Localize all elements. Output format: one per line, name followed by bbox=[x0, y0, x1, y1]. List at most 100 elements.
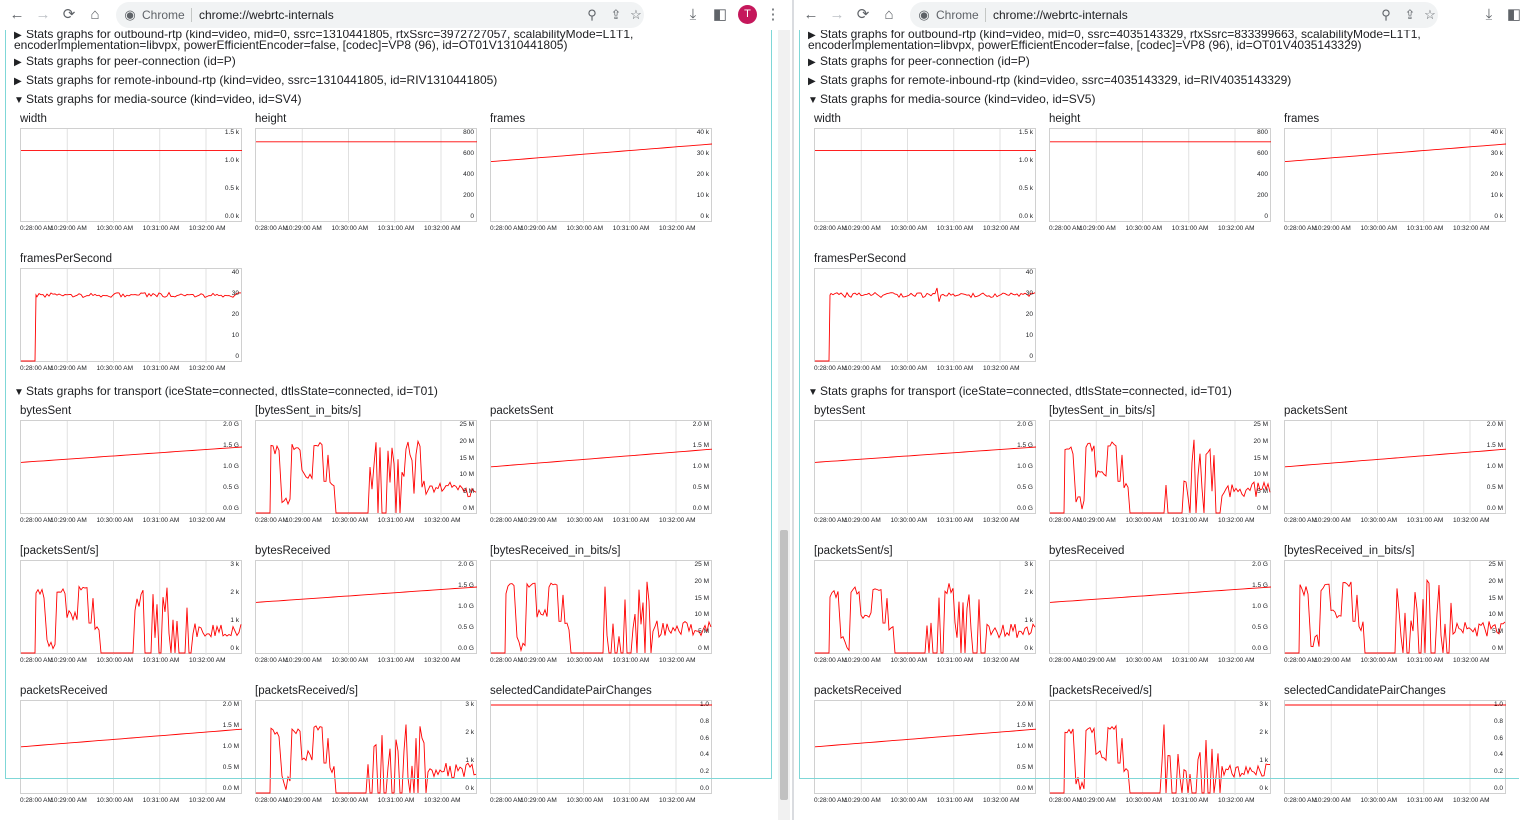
section-transport-label: Stats graphs for transport (iceState=con… bbox=[820, 384, 1232, 398]
menu-kebab-icon[interactable]: ⋮ bbox=[765, 6, 781, 23]
y-tick-label: 0.5 G bbox=[1252, 624, 1268, 631]
section-peer-connection[interactable]: ▶ Stats graphs for peer-connection (id=P) bbox=[14, 55, 236, 69]
x-tick-label: 0:28:00 AM bbox=[1049, 797, 1082, 804]
series-line bbox=[255, 586, 478, 603]
graph-canvas bbox=[1285, 561, 1506, 655]
disclosure-triangle-icon[interactable]: ▶ bbox=[14, 30, 22, 41]
x-tick-label: 10:29:00 AM bbox=[1314, 797, 1351, 804]
section-outbound-rtp-cont[interactable]: encoderImplementation=libvpx, powerEffic… bbox=[808, 39, 1361, 52]
bookmark-star-icon[interactable]: ☆ bbox=[630, 7, 642, 22]
graph-title: packetsSent bbox=[1284, 405, 1348, 417]
x-tick-label: 10:29:00 AM bbox=[1079, 657, 1116, 664]
y-tick-label: 1.5 G bbox=[458, 582, 474, 589]
y-tick-label: 1.5 G bbox=[1252, 582, 1268, 589]
disclosure-triangle-icon[interactable]: ▶ bbox=[14, 57, 22, 68]
reload-icon[interactable]: ⟳ bbox=[62, 6, 76, 23]
disclosure-triangle-icon[interactable]: ▶ bbox=[14, 76, 22, 87]
graph-title: [packetsSent/s] bbox=[814, 545, 893, 557]
zoom-icon[interactable]: ⚲ bbox=[1381, 7, 1391, 22]
y-tick-label: 2 k bbox=[1024, 589, 1033, 596]
frame-left-rule bbox=[5, 30, 6, 779]
reload-icon[interactable]: ⟳ bbox=[856, 6, 870, 23]
disclosure-triangle-icon[interactable]: ▶ bbox=[808, 57, 816, 68]
address-bar[interactable]: ◉ Chrome chrome://webrtc-internals ⚲ ⇪ ☆ bbox=[116, 2, 644, 28]
disclosure-triangle-icon[interactable]: ▼ bbox=[14, 95, 24, 106]
forward-icon[interactable]: → bbox=[35, 6, 51, 23]
section-remote-inbound-rtp[interactable]: ▶ Stats graphs for remote-inbound-rtp (ki… bbox=[14, 74, 497, 88]
x-tick-label: 10:30:00 AM bbox=[96, 225, 134, 232]
disclosure-triangle-icon[interactable]: ▼ bbox=[14, 387, 24, 398]
url-text[interactable]: chrome://webrtc-internals bbox=[199, 8, 334, 22]
graph-title: width bbox=[20, 113, 47, 125]
x-tick-label: 10:31:00 AM bbox=[142, 797, 180, 804]
y-tick-label: 0.4 bbox=[1493, 751, 1503, 759]
back-icon[interactable]: ← bbox=[803, 6, 819, 23]
vertical-scrollbar[interactable] bbox=[778, 30, 790, 820]
scrollbar-thumb[interactable] bbox=[780, 530, 788, 800]
x-tick-label: 0:28:00 AM bbox=[814, 365, 847, 372]
back-icon[interactable]: ← bbox=[9, 6, 25, 23]
stats-graph: 2.0 M 1.5 M 1.0 M 0.5 M 0.0 M bbox=[814, 700, 1037, 795]
x-tick-label: 0:28:00 AM bbox=[255, 225, 288, 232]
disclosure-triangle-icon[interactable]: ▼ bbox=[808, 387, 818, 398]
y-tick-label: 30 k bbox=[1490, 150, 1503, 157]
zoom-icon[interactable]: ⚲ bbox=[587, 7, 597, 22]
x-tick-label: 0:28:00 AM bbox=[490, 797, 523, 804]
graph-title: selectedCandidatePairChanges bbox=[490, 685, 652, 697]
disclosure-triangle-icon[interactable]: ▼ bbox=[808, 95, 818, 106]
graph-title: [bytesSent_in_bits/s] bbox=[255, 405, 362, 417]
x-tick-label: 10:31:00 AM bbox=[1406, 517, 1444, 524]
x-tick-label: 10:29:00 AM bbox=[285, 225, 322, 232]
x-tick-label: 10:30:00 AM bbox=[96, 797, 134, 804]
x-tick-label: 0:28:00 AM bbox=[20, 657, 53, 664]
side-panel-icon[interactable]: ◧ bbox=[1506, 6, 1522, 23]
x-tick-label: 10:30:00 AM bbox=[1125, 797, 1163, 804]
x-tick-label: 10:31:00 AM bbox=[612, 517, 650, 524]
section-media-source[interactable]: ▼ Stats graphs for media-source (kind=vid… bbox=[14, 93, 301, 107]
y-tick-label: 800 bbox=[1257, 129, 1268, 136]
section-outbound-rtp[interactable]: ▶ Stats graphs for outbound-rtp (kind=vid… bbox=[14, 30, 633, 42]
y-tick-label: 0 k bbox=[700, 213, 709, 220]
graph-title: bytesSent bbox=[20, 405, 72, 417]
section-transport[interactable]: ▼ Stats graphs for transport (iceState=co… bbox=[14, 385, 438, 399]
url-text[interactable]: chrome://webrtc-internals bbox=[993, 8, 1128, 22]
section-remote-inbound-rtp[interactable]: ▶ Stats graphs for remote-inbound-rtp (ki… bbox=[808, 74, 1291, 88]
section-outbound-rtp[interactable]: ▶ Stats graphs for outbound-rtp (kind=vid… bbox=[808, 30, 1421, 42]
x-tick-label: 10:30:00 AM bbox=[890, 365, 928, 372]
y-tick-label: 10 bbox=[1025, 332, 1033, 339]
address-bar[interactable]: ◉ Chrome chrome://webrtc-internals ⚲ ⇪ ☆ bbox=[910, 2, 1438, 28]
y-tick-label: 1.0 M bbox=[1016, 743, 1033, 750]
side-panel-icon[interactable]: ◧ bbox=[712, 6, 728, 23]
y-tick-label: 0 M bbox=[698, 645, 709, 652]
y-tick-label: 2.0 G bbox=[1017, 421, 1033, 428]
share-icon[interactable]: ⇪ bbox=[610, 7, 622, 22]
x-tick-label: 0:28:00 AM bbox=[814, 797, 847, 804]
frame-right-rule bbox=[771, 30, 772, 779]
graph-canvas bbox=[1049, 561, 1272, 655]
section-peer-connection-label: Stats graphs for peer-connection (id=P) bbox=[820, 54, 1030, 68]
section-transport[interactable]: ▼ Stats graphs for transport (iceState=co… bbox=[808, 385, 1232, 399]
forward-icon[interactable]: → bbox=[829, 6, 845, 23]
y-tick-label: 1.0 M bbox=[222, 743, 239, 750]
disclosure-triangle-icon[interactable]: ▶ bbox=[808, 30, 816, 41]
graph-title: height bbox=[1049, 113, 1081, 125]
profile-avatar[interactable]: T bbox=[738, 5, 757, 24]
section-media-source[interactable]: ▼ Stats graphs for media-source (kind=vid… bbox=[808, 93, 1095, 107]
x-tick-label: 10:30:00 AM bbox=[890, 657, 928, 664]
graph-canvas bbox=[491, 701, 712, 795]
section-peer-connection[interactable]: ▶ Stats graphs for peer-connection (id=P) bbox=[808, 55, 1030, 69]
download-icon[interactable]: ⤓ bbox=[1485, 6, 1493, 23]
home-icon[interactable]: ⌂ bbox=[90, 6, 100, 23]
x-tick-label: 10:32:00 AM bbox=[659, 517, 696, 524]
bookmark-star-icon[interactable]: ☆ bbox=[1424, 7, 1436, 22]
chrome-chip-label: Chrome bbox=[936, 8, 979, 22]
x-tick-label: 0:28:00 AM bbox=[814, 657, 847, 664]
home-icon[interactable]: ⌂ bbox=[884, 6, 894, 23]
graph-title: bytesSent bbox=[814, 405, 866, 417]
disclosure-triangle-icon[interactable]: ▶ bbox=[808, 76, 816, 87]
share-icon[interactable]: ⇪ bbox=[1404, 7, 1416, 22]
y-tick-label: 1 k bbox=[1259, 757, 1268, 764]
section-outbound-rtp-cont[interactable]: encoderImplementation=libvpx, powerEffic… bbox=[14, 39, 567, 52]
x-tick-label: 10:32:00 AM bbox=[189, 657, 226, 664]
download-icon[interactable]: ⤓ bbox=[689, 6, 697, 23]
